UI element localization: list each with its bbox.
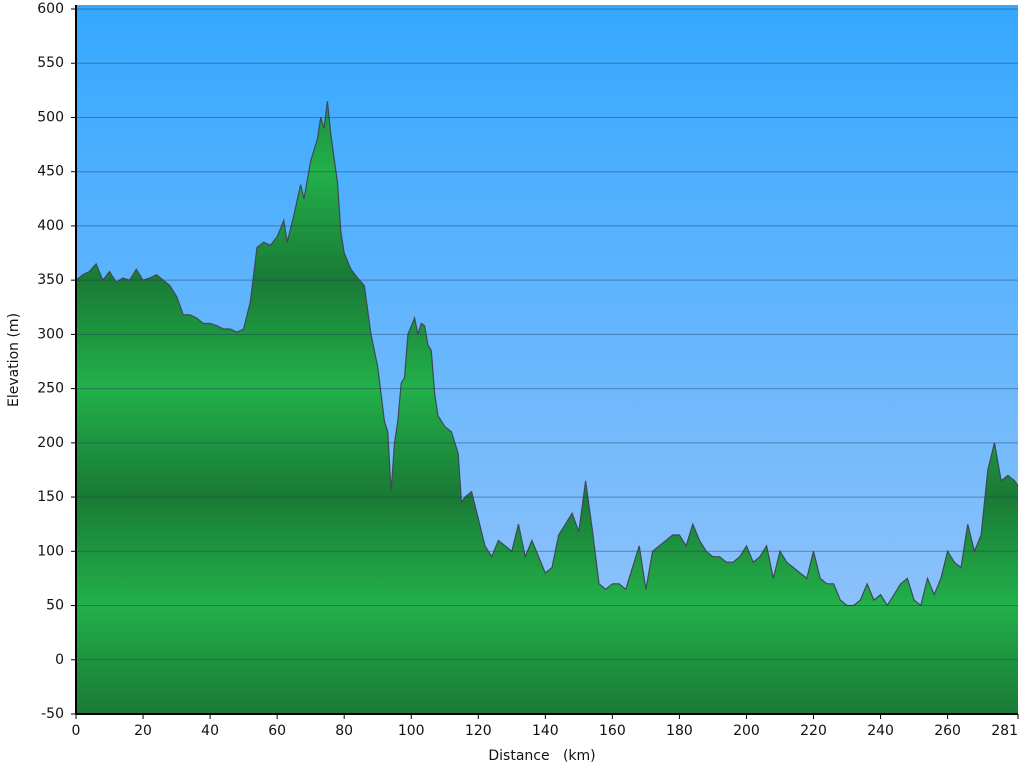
- x-tick-label: 60: [268, 723, 286, 739]
- y-tick-label: 400: [37, 218, 64, 234]
- y-tick-label: 150: [37, 489, 64, 505]
- elevation-line: [75, 101, 1019, 607]
- y-tick-label: 100: [37, 543, 64, 559]
- y-tick-label: 450: [37, 164, 64, 180]
- x-tick-label: 0: [72, 723, 81, 739]
- y-tick-label: 0: [55, 652, 64, 668]
- y-tick-label: -50: [41, 706, 64, 722]
- y-tick-label: 200: [37, 435, 64, 451]
- x-tick-label: 140: [532, 723, 559, 739]
- x-axis-label: Distance (km): [488, 748, 595, 764]
- y-axis-label: Elevation (m): [6, 313, 22, 407]
- x-tick-label: 160: [599, 723, 626, 739]
- x-tick-label: 240: [867, 723, 894, 739]
- y-tick-label: 300: [37, 326, 64, 342]
- x-tick-label: 281: [991, 723, 1018, 739]
- x-tick-label: 180: [666, 723, 693, 739]
- elevation-area: [76, 101, 1018, 714]
- y-tick-label: 600: [37, 1, 64, 17]
- y-tick-label: 250: [37, 381, 64, 397]
- x-tick-label: 80: [335, 723, 353, 739]
- y-tick-label: 50: [46, 598, 64, 614]
- x-tick-label: 260: [934, 723, 961, 739]
- y-tick-label: 350: [37, 272, 64, 288]
- x-tick-label: 120: [465, 723, 492, 739]
- x-tick-label: 200: [733, 723, 760, 739]
- x-tick-label: 220: [800, 723, 827, 739]
- y-tick-label: 500: [37, 109, 64, 125]
- x-tick-label: 40: [201, 723, 219, 739]
- x-tick-label: 20: [134, 723, 152, 739]
- x-tick-label: 100: [398, 723, 425, 739]
- y-tick-label: 550: [37, 55, 64, 71]
